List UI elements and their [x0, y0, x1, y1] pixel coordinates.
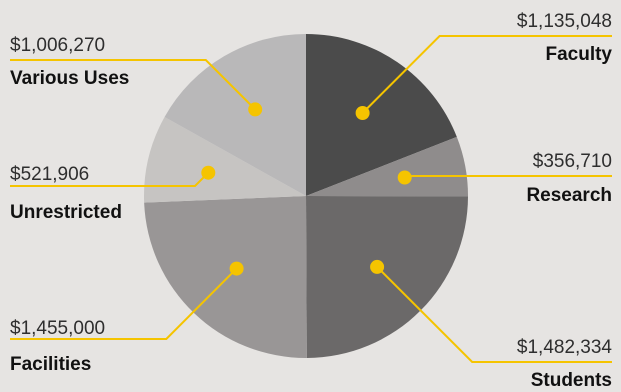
- leader-line-students: [376, 266, 612, 363]
- name-label-research: Research: [526, 185, 612, 206]
- value-label-research: $356,710: [533, 151, 612, 172]
- value-label-facilities: $1,455,000: [10, 318, 105, 339]
- leader-line-faculty: [361, 35, 612, 114]
- pie-slice-unrestricted: [144, 116, 306, 203]
- leader-dot-unrestricted: [201, 165, 216, 180]
- leader-dot-various-uses: [248, 102, 263, 117]
- name-label-students: Students: [531, 370, 612, 391]
- value-label-students: $1,482,334: [517, 337, 613, 358]
- leader-dot-faculty: [355, 106, 370, 120]
- value-label-faculty: $1,135,048: [517, 11, 612, 32]
- name-label-various-uses: Various Uses: [10, 68, 129, 89]
- name-label-facilities: Facilities: [10, 354, 91, 375]
- name-label-faculty: Faculty: [545, 44, 612, 65]
- value-label-various-uses: $1,006,270: [10, 35, 105, 56]
- leader-dot-facilities: [229, 261, 244, 276]
- slice-labels: $1,135,048 Faculty $356,710 Research $1,482,…: [10, 11, 612, 391]
- leader-dot-research: [397, 170, 412, 185]
- pie-slice-facilities: [144, 196, 307, 359]
- name-label-unrestricted: Unrestricted: [10, 202, 122, 223]
- leader-line-facilities: [10, 267, 238, 340]
- pie-slice-research: [306, 136, 469, 197]
- leader-lines: [10, 35, 612, 363]
- value-label-unrestricted: $521,906: [10, 164, 89, 185]
- pie-slice-various-uses: [164, 34, 306, 196]
- pie-slice-faculty: [306, 34, 457, 196]
- leader-line-various-uses: [10, 59, 256, 111]
- leader-dot-students: [370, 259, 385, 274]
